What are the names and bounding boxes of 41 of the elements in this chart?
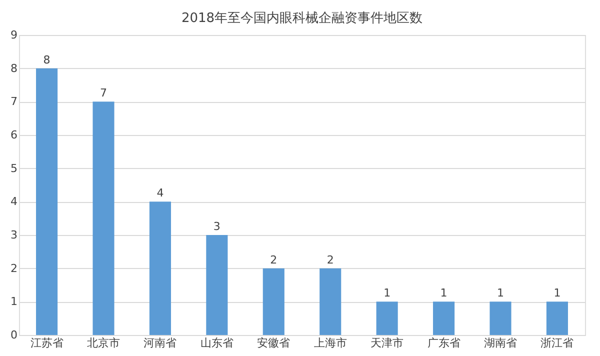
bar: [376, 302, 398, 335]
x-tick-label: 河南省: [144, 336, 177, 350]
data-label: 4: [156, 186, 164, 200]
bar: [206, 235, 228, 335]
data-label: 3: [213, 220, 220, 233]
data-label: 2: [270, 253, 278, 266]
data-label: 1: [554, 286, 561, 300]
y-tick-label: 8: [10, 62, 18, 75]
y-tick-label: 0: [10, 328, 18, 342]
y-tick-label: 5: [10, 162, 18, 175]
data-label: 7: [100, 86, 108, 100]
bar: [433, 302, 455, 335]
chart-title: 2018年至今国内眼科械企融资事件地区数: [181, 11, 423, 26]
bar: [262, 268, 284, 335]
x-tick-label: 北京市: [87, 336, 120, 350]
x-tick-label: 浙江省: [540, 336, 574, 350]
y-tick-label: 7: [10, 95, 18, 108]
data-label: 2: [326, 253, 334, 266]
data-label: 8: [43, 53, 50, 66]
bar: [149, 202, 171, 335]
x-tick-label: 上海市: [314, 336, 347, 350]
data-label: 1: [384, 286, 391, 300]
y-tick-label: 3: [10, 228, 18, 242]
bar: [490, 302, 512, 335]
y-tick-label: 9: [10, 28, 18, 42]
data-label: 1: [496, 286, 504, 300]
y-tick-label: 6: [10, 128, 18, 142]
y-tick-label: 1: [10, 295, 18, 308]
x-tick-label: 安徽省: [257, 336, 290, 350]
x-tick-label: 山东省: [200, 336, 234, 350]
bar: [92, 102, 114, 335]
bar: [546, 302, 568, 335]
bar: [320, 268, 342, 335]
x-tick-label: 湖南省: [484, 336, 517, 350]
x-tick-label: 天津市: [370, 336, 404, 350]
bar: [36, 68, 58, 335]
x-tick-label: 江苏省: [30, 336, 64, 350]
y-tick-label: 2: [10, 262, 18, 275]
y-tick-label: 4: [10, 195, 18, 208]
x-tick-label: 广东省: [427, 336, 460, 350]
data-label: 1: [440, 286, 448, 300]
